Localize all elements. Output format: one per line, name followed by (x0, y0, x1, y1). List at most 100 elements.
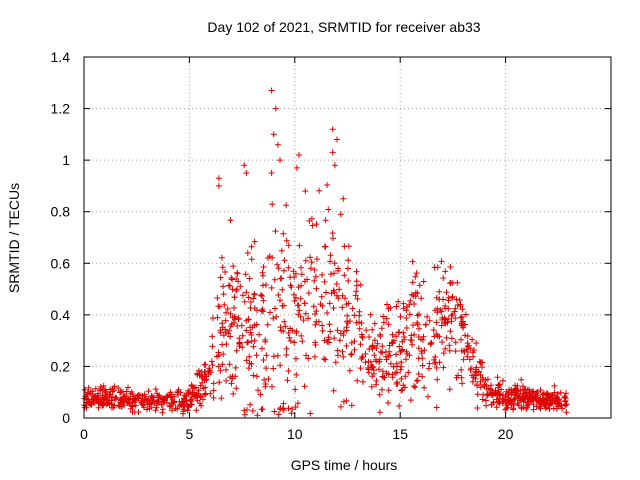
data-point (272, 305, 278, 312)
data-point (478, 359, 484, 366)
data-point (249, 324, 256, 331)
data-point (452, 339, 459, 346)
data-point (270, 315, 277, 322)
data-point (371, 337, 378, 344)
data-point (90, 399, 96, 406)
data-point (536, 399, 543, 406)
data-point (414, 321, 421, 328)
data-point (313, 318, 320, 325)
data-point (125, 384, 131, 391)
data-point (85, 384, 92, 391)
data-point (287, 274, 294, 281)
data-point (180, 408, 187, 415)
data-point (128, 389, 135, 395)
data-point (141, 404, 147, 411)
data-point (118, 388, 125, 395)
data-point (280, 328, 287, 335)
data-point (260, 297, 267, 304)
data-point (274, 261, 281, 268)
data-point (233, 275, 240, 282)
data-point (321, 355, 327, 362)
data-point (494, 391, 501, 398)
data-point (550, 392, 556, 399)
data-point (331, 289, 338, 296)
data-point (373, 345, 380, 352)
data-point (328, 290, 335, 297)
data-point (239, 332, 246, 339)
data-point (358, 331, 365, 338)
data-point (319, 271, 326, 278)
data-point (381, 374, 388, 381)
data-point (263, 281, 269, 288)
data-point (415, 345, 422, 352)
data-point (209, 333, 216, 340)
data-point (460, 356, 467, 363)
data-point (455, 372, 461, 379)
data-point (321, 337, 328, 344)
data-point (329, 230, 336, 237)
data-point (336, 337, 343, 344)
data-point (340, 195, 347, 202)
data-point (344, 265, 351, 272)
data-point (335, 295, 342, 302)
data-point (255, 387, 261, 394)
data-point (449, 294, 456, 301)
data-point (256, 331, 263, 338)
data-point (246, 275, 253, 282)
data-point (220, 283, 227, 290)
data-point (469, 336, 476, 343)
data-point (358, 355, 365, 362)
data-point (432, 353, 439, 360)
data-point (185, 404, 192, 411)
data-point (113, 394, 120, 401)
data-point (251, 238, 258, 245)
data-point (368, 364, 375, 371)
data-point (457, 314, 464, 321)
data-point (241, 298, 248, 305)
data-point (270, 131, 277, 138)
data-point (371, 320, 378, 327)
plot-frame (83, 56, 612, 419)
data-point (285, 264, 292, 271)
data-point (410, 292, 417, 299)
data-point (518, 394, 525, 401)
data-point (339, 292, 346, 299)
data-point (337, 211, 344, 218)
data-point (279, 405, 286, 412)
data-point (214, 314, 221, 321)
data-point (474, 405, 481, 411)
data-point (152, 407, 159, 414)
data-point (327, 328, 334, 335)
data-point (482, 377, 489, 384)
data-point (345, 300, 352, 307)
data-point (321, 243, 328, 250)
data-point (198, 368, 205, 375)
data-point (396, 343, 403, 350)
data-point (169, 407, 175, 414)
data-point (312, 321, 319, 328)
x-tick-label: 5 (186, 426, 194, 442)
data-point (477, 384, 484, 391)
data-point (403, 325, 410, 331)
data-point (277, 297, 283, 304)
x-tick-label: 20 (498, 426, 514, 442)
data-point (511, 392, 518, 399)
data-point (558, 402, 565, 409)
data-point (386, 342, 393, 349)
data-point (123, 388, 130, 395)
data-point (488, 401, 495, 408)
data-point (406, 311, 413, 318)
data-point (357, 341, 364, 348)
data-point (233, 347, 240, 354)
data-point (395, 298, 402, 305)
data-point (239, 292, 246, 299)
data-point (230, 263, 237, 270)
data-point (327, 252, 334, 259)
x-axis-label: GPS time / hours (291, 457, 398, 473)
data-point (343, 342, 350, 349)
data-point (215, 363, 222, 370)
data-point (309, 222, 316, 229)
data-point (344, 312, 351, 319)
data-point (229, 373, 236, 380)
data-point (459, 322, 466, 329)
